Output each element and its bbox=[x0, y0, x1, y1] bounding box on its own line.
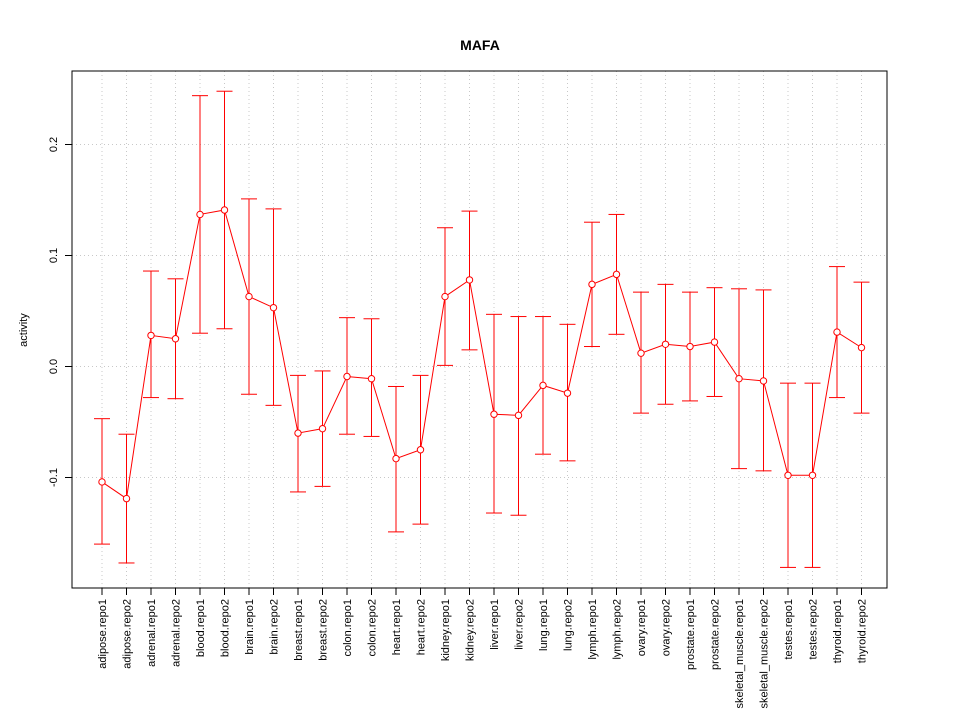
data-point bbox=[539, 381, 547, 390]
data-point bbox=[392, 454, 400, 463]
data-point bbox=[465, 276, 474, 284]
x-tick-label: testes.repo2 bbox=[808, 599, 820, 660]
data-point bbox=[661, 340, 670, 348]
x-tick-label: skeletal_muscle.repo2 bbox=[759, 599, 771, 708]
data-point bbox=[735, 375, 743, 383]
data-point bbox=[514, 411, 523, 420]
x-tick-label: breast.repo2 bbox=[318, 599, 330, 661]
data-points bbox=[98, 206, 866, 503]
x-tick-label: lung.repo2 bbox=[563, 599, 575, 651]
x-tick-label: adipose.repo2 bbox=[122, 599, 134, 669]
x-tick-label: kidney.repo1 bbox=[440, 599, 452, 661]
data-point bbox=[490, 410, 498, 418]
data-point bbox=[416, 446, 425, 454]
x-tick-label: thyroid.repo2 bbox=[857, 599, 869, 663]
data-point bbox=[808, 471, 817, 479]
x-tick-label: kidney.repo2 bbox=[465, 599, 477, 661]
x-tick-label: liver.repo1 bbox=[489, 599, 501, 650]
data-point bbox=[220, 206, 229, 214]
x-tick-label: prostate.repo2 bbox=[710, 599, 722, 670]
x-tick-label: liver.repo2 bbox=[514, 599, 526, 650]
x-tick-label: blood.repo2 bbox=[220, 599, 232, 657]
data-point bbox=[588, 280, 596, 289]
data-point bbox=[318, 424, 327, 433]
chart-title: MAFA bbox=[460, 37, 500, 53]
x-tick-label: brain.repo1 bbox=[244, 599, 256, 655]
x-tick-label: ovary.repo2 bbox=[661, 599, 673, 656]
data-point bbox=[245, 292, 253, 301]
series-path bbox=[101, 209, 862, 500]
data-point bbox=[637, 349, 645, 357]
data-point bbox=[686, 342, 694, 351]
data-point bbox=[857, 343, 866, 352]
x-tick-label: lung.repo1 bbox=[538, 599, 550, 651]
plot-frame bbox=[71, 70, 888, 589]
data-point bbox=[710, 338, 719, 346]
y-tick-label: 0.2 bbox=[48, 137, 60, 152]
x-tick-label: heart.repo1 bbox=[391, 599, 403, 655]
data-point bbox=[171, 335, 180, 343]
x-tick-label: adrenal.repo1 bbox=[146, 599, 158, 667]
data-point bbox=[784, 471, 792, 479]
x-tick-label: lymph.repo2 bbox=[612, 599, 624, 660]
data-point bbox=[441, 292, 449, 301]
x-tick-label: adrenal.repo2 bbox=[171, 599, 183, 667]
data-point bbox=[122, 494, 131, 503]
x-axis: adipose.repo1 adipose.repo2 adrenal.repo1 a… bbox=[97, 588, 869, 708]
x-tick-label: prostate.repo1 bbox=[685, 599, 697, 670]
data-point bbox=[612, 270, 621, 279]
x-tick-label: heart.repo2 bbox=[416, 599, 428, 655]
data-point bbox=[269, 303, 278, 312]
x-tick-label: breast.repo1 bbox=[293, 599, 305, 661]
data-point bbox=[147, 331, 155, 340]
grid bbox=[72, 71, 887, 588]
x-tick-label: lymph.repo1 bbox=[587, 599, 599, 660]
x-tick-label: colon.repo1 bbox=[342, 599, 354, 657]
data-point bbox=[98, 478, 106, 486]
data-point bbox=[759, 377, 768, 385]
x-tick-label: colon.repo2 bbox=[367, 599, 379, 657]
y-tick-label: -0.1 bbox=[48, 468, 60, 487]
data-point bbox=[563, 389, 572, 397]
x-tick-label: adipose.repo1 bbox=[97, 599, 109, 669]
y-axis-label: activity bbox=[18, 313, 30, 347]
x-tick-label: skeletal_muscle.repo1 bbox=[734, 599, 746, 708]
error-bars bbox=[94, 90, 870, 568]
y-axis: -0.1 0.0 0.1 0.2 bbox=[48, 137, 72, 487]
data-point bbox=[367, 375, 376, 383]
y-tick-label: 0.0 bbox=[48, 359, 60, 374]
x-tick-label: blood.repo1 bbox=[195, 599, 207, 657]
x-tick-label: brain.repo2 bbox=[269, 599, 281, 655]
y-tick-label: 0.1 bbox=[48, 248, 60, 263]
x-tick-label: ovary.repo1 bbox=[636, 599, 648, 656]
data-point bbox=[343, 372, 351, 381]
x-tick-label: testes.repo1 bbox=[783, 599, 795, 660]
data-point bbox=[196, 210, 204, 219]
data-point bbox=[833, 328, 841, 336]
x-tick-label: thyroid.repo1 bbox=[832, 599, 844, 663]
series-line bbox=[101, 209, 862, 500]
data-point bbox=[294, 429, 302, 437]
